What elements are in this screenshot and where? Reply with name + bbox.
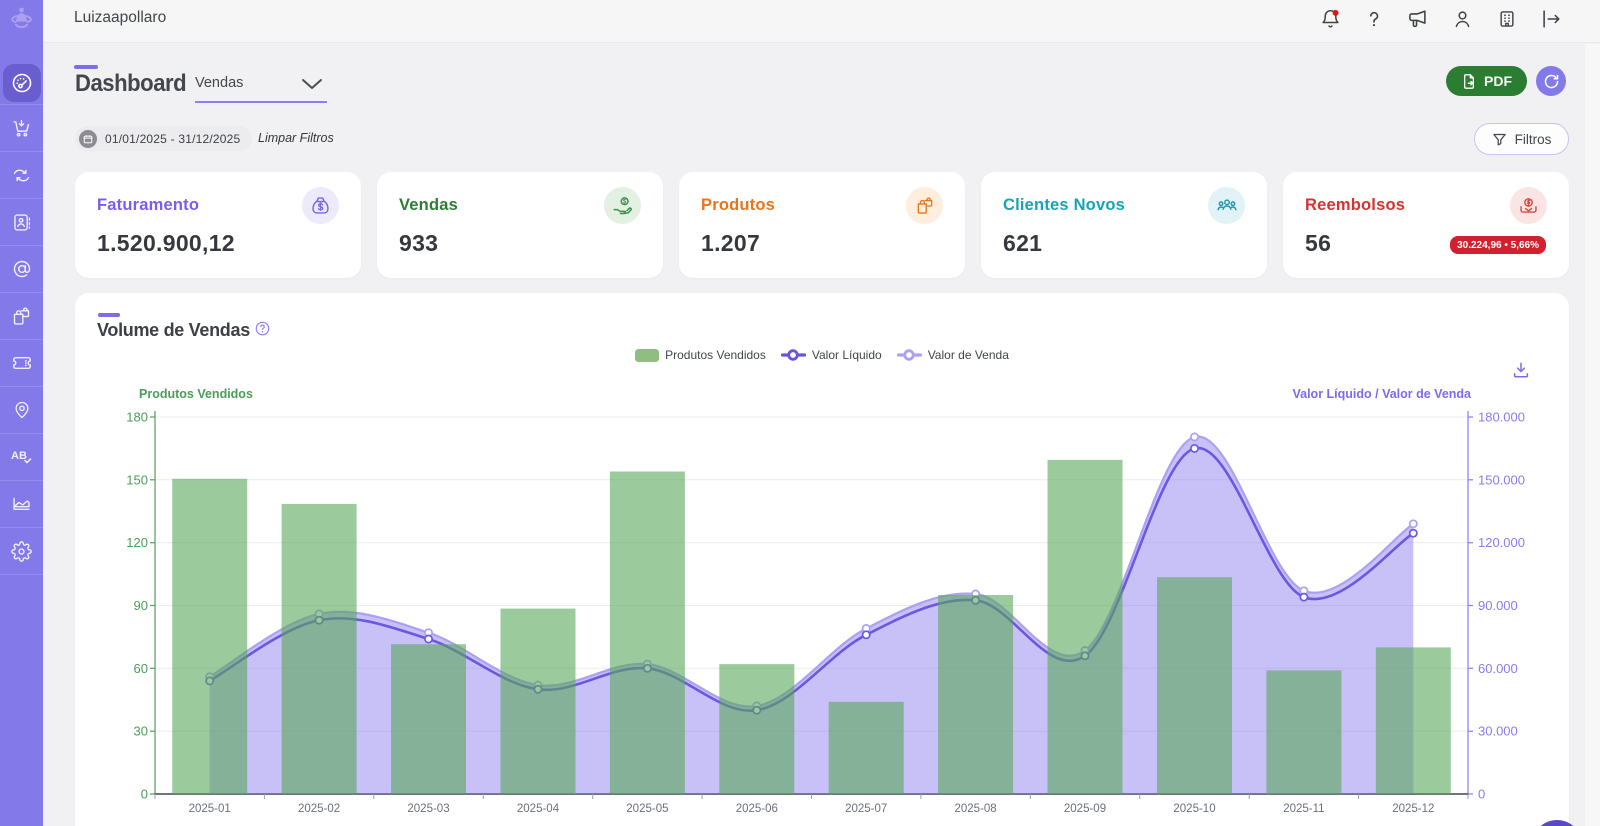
svg-text:180: 180 — [126, 410, 148, 425]
svg-text:2025-08: 2025-08 — [954, 803, 996, 815]
svg-text:150.000: 150.000 — [1478, 472, 1525, 487]
svg-text:120.000: 120.000 — [1478, 535, 1525, 550]
svg-text:2025-03: 2025-03 — [407, 803, 449, 815]
svg-text:2025-12: 2025-12 — [1392, 803, 1434, 815]
svg-text:60: 60 — [134, 661, 148, 676]
svg-text:2025-02: 2025-02 — [298, 803, 340, 815]
svg-text:2025-11: 2025-11 — [1283, 803, 1324, 815]
svg-text:2025-10: 2025-10 — [1173, 803, 1215, 815]
svg-text:90: 90 — [134, 598, 148, 613]
svg-text:90.000: 90.000 — [1478, 598, 1518, 613]
svg-text:180.000: 180.000 — [1478, 410, 1525, 425]
svg-text:2025-04: 2025-04 — [517, 803, 560, 815]
svg-text:2025-09: 2025-09 — [1064, 803, 1106, 815]
svg-text:30: 30 — [134, 724, 148, 739]
svg-text:30.000: 30.000 — [1478, 724, 1518, 739]
svg-text:2025-06: 2025-06 — [736, 803, 778, 815]
svg-text:2025-07: 2025-07 — [845, 803, 887, 815]
svg-text:AB: AB — [11, 450, 27, 462]
svg-text:0: 0 — [1478, 787, 1485, 802]
svg-text:150: 150 — [126, 472, 148, 487]
svg-text:120: 120 — [126, 535, 148, 550]
svg-text:2025-01: 2025-01 — [189, 803, 231, 815]
svg-text:$: $ — [622, 199, 626, 205]
svg-text:0: 0 — [141, 787, 148, 802]
svg-text:60.000: 60.000 — [1478, 661, 1518, 676]
svg-text:2025-05: 2025-05 — [626, 803, 668, 815]
